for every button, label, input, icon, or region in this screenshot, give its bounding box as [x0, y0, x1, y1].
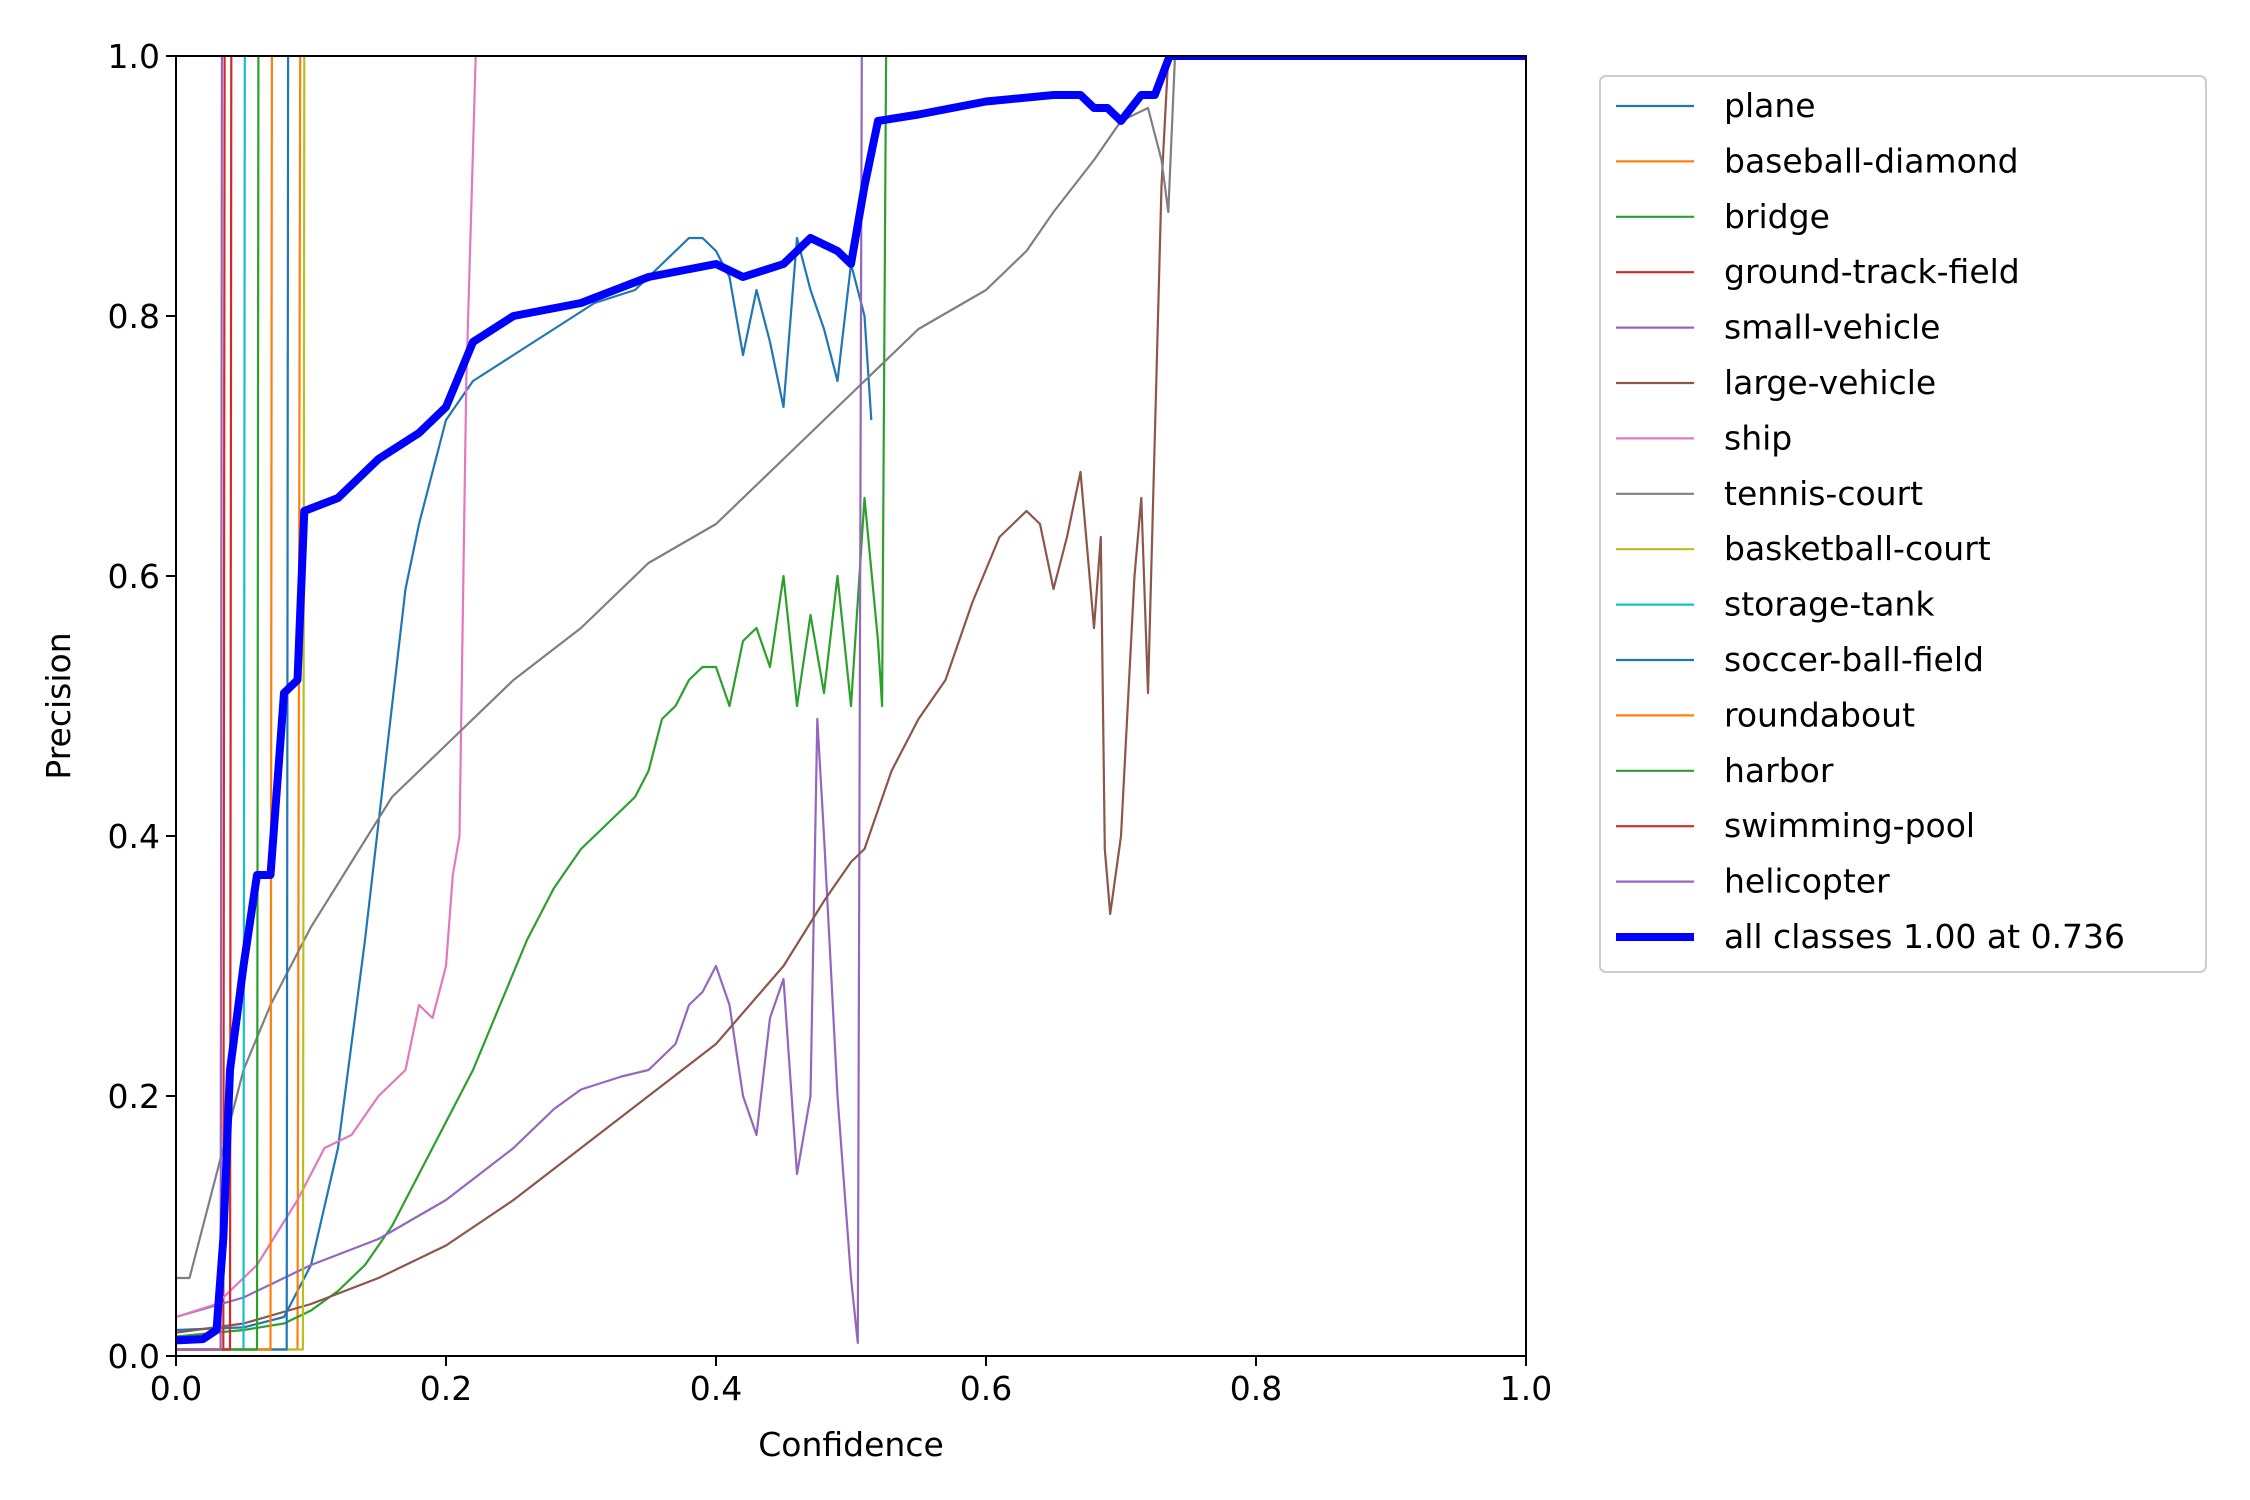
legend-label: ground-track-field	[1724, 252, 2020, 291]
legend-label: large-vehicle	[1724, 363, 1936, 402]
y-tick-label: 0.0	[108, 1337, 160, 1376]
series-line-5	[176, 56, 1170, 1334]
legend-label: swimming-pool	[1724, 806, 1975, 845]
series-line-4	[176, 56, 863, 1345]
y-tick-label: 0.2	[108, 1077, 160, 1116]
series-line-14	[176, 56, 223, 1351]
legend-label: helicopter	[1724, 862, 1890, 901]
legend-label: plane	[1724, 86, 1816, 125]
legend-box	[1599, 75, 2207, 973]
y-axis-label: Precision	[39, 632, 78, 779]
legend-label: all classes 1.00 at 0.736	[1724, 917, 2125, 956]
series-line-2	[176, 56, 888, 1338]
plot-frame	[175, 55, 1527, 1357]
x-tick-label: 0.0	[150, 1369, 202, 1408]
series-line-0	[176, 236, 873, 1332]
x-tick-label: 0.2	[420, 1369, 472, 1408]
legend-label: harbor	[1724, 751, 1834, 790]
series-layer	[176, 56, 1526, 1351]
legend-label: baseball-diamond	[1724, 141, 2019, 180]
series-line-15	[176, 56, 1526, 1345]
legend: plane baseball-diamond bridge ground-track-…	[1599, 75, 2207, 973]
legend-label: soccer-ball-field	[1724, 640, 1984, 679]
legend-label: small-vehicle	[1724, 308, 1940, 347]
x-tick-label: 1.0	[1500, 1369, 1552, 1408]
y-tick-label: 0.4	[108, 817, 160, 856]
x-tick-label: 0.8	[1230, 1369, 1282, 1408]
legend-label: basketball-court	[1724, 529, 1991, 568]
legend-label: tennis-court	[1724, 474, 1923, 513]
y-tick-label: 1.0	[108, 37, 160, 76]
y-tick-label: 0.8	[108, 297, 160, 336]
legend-label: storage-tank	[1724, 585, 1935, 624]
legend-label: roundabout	[1724, 695, 1915, 734]
legend-label: ship	[1724, 418, 1792, 457]
legend-label: bridge	[1724, 197, 1830, 236]
y-axis: 0.0 0.2 0.4 0.6 0.8 1.0	[108, 37, 176, 1376]
x-tick-label: 0.6	[960, 1369, 1012, 1408]
x-axis-label: Confidence	[758, 1425, 944, 1464]
y-tick-label: 0.6	[108, 557, 160, 596]
x-axis: 0.0 0.2 0.4 0.6 0.8 1.0	[150, 1356, 1552, 1408]
x-tick-label: 0.4	[690, 1369, 742, 1408]
series-line-7	[176, 56, 1177, 1280]
